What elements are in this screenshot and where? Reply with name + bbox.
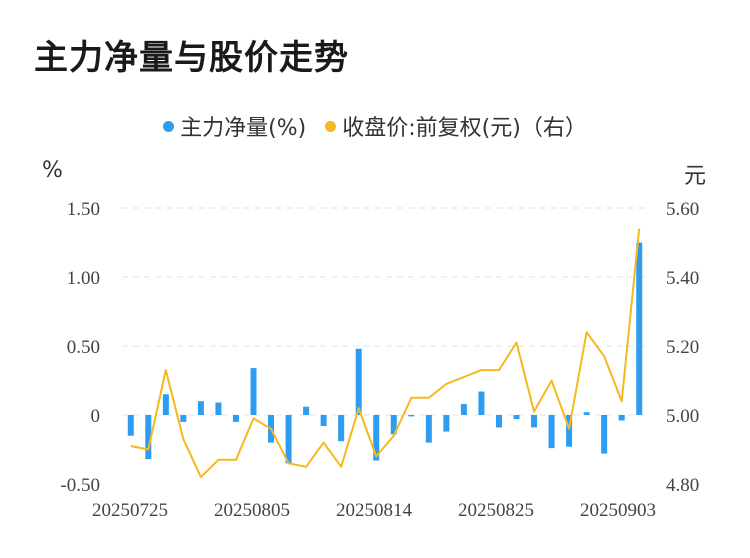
bar[interactable] — [373, 415, 380, 461]
left-tick-label: 1.50 — [67, 199, 100, 220]
bar[interactable] — [320, 415, 327, 427]
bar[interactable] — [531, 415, 538, 428]
legend: 主力净量(%) 收盘价:前复权(元)（右） — [0, 110, 750, 142]
legend-label-net-volume: 主力净量(%) — [180, 116, 307, 141]
grid-lines — [122, 207, 648, 416]
price-line-series — [130, 228, 641, 479]
bar[interactable] — [197, 401, 204, 415]
chart-title: 主力净量与股价走势 — [34, 38, 349, 78]
bar[interactable] — [127, 415, 134, 436]
x-tick-label: 20250725 — [92, 500, 168, 521]
bar[interactable] — [408, 415, 415, 417]
bar[interactable] — [548, 415, 555, 449]
bar[interactable] — [145, 415, 152, 460]
legend-item-net-volume[interactable]: 主力净量(%) — [163, 110, 306, 142]
right-tick-label: 5.40 — [666, 268, 699, 289]
price-line[interactable] — [130, 228, 641, 479]
right-tick-label: 5.00 — [666, 406, 699, 427]
bar[interactable] — [162, 394, 169, 415]
left-tick-label: 0.50 — [67, 337, 100, 358]
bar[interactable] — [232, 415, 239, 422]
bar-series — [127, 242, 643, 464]
x-tick-label: 20250805 — [214, 500, 290, 521]
bar[interactable] — [425, 415, 432, 443]
left-tick-label: 0 — [91, 406, 101, 427]
bar[interactable] — [601, 415, 608, 454]
right-y-axis: 5.60 5.40 5.20 5.00 4.80 — [666, 199, 699, 496]
bar[interactable] — [618, 415, 625, 421]
right-tick-label: 5.20 — [666, 337, 699, 358]
left-y-axis: 1.50 1.00 0.50 0 -0.50 — [60, 199, 100, 496]
right-axis-unit: 元 — [684, 164, 707, 189]
left-tick-label: 1.00 — [67, 268, 100, 289]
x-axis: 20250725 20250805 20250814 20250825 20250903 — [92, 500, 656, 521]
bar[interactable] — [478, 391, 485, 415]
bar[interactable] — [443, 415, 450, 432]
legend-label-close-price: 收盘价:前复权(元)（右） — [342, 116, 587, 141]
x-tick-label: 20250814 — [336, 500, 413, 521]
legend-dot-orange — [325, 120, 337, 132]
bar[interactable] — [250, 368, 257, 415]
left-axis-unit: % — [42, 158, 63, 183]
bar[interactable] — [460, 403, 467, 415]
left-tick-label: -0.50 — [60, 475, 100, 496]
bar[interactable] — [180, 415, 187, 422]
bar[interactable] — [566, 415, 573, 447]
bar[interactable] — [513, 415, 520, 420]
bar[interactable] — [636, 242, 643, 416]
right-tick-label: 5.60 — [666, 199, 699, 220]
x-tick-label: 20250903 — [580, 500, 656, 521]
bar[interactable] — [285, 415, 292, 464]
legend-dot-blue — [163, 120, 175, 132]
bar[interactable] — [215, 402, 222, 415]
bar[interactable] — [583, 412, 590, 415]
bar[interactable] — [390, 415, 397, 435]
bar[interactable] — [355, 348, 362, 415]
legend-item-close-price[interactable]: 收盘价:前复权(元)（右） — [325, 110, 587, 142]
bar[interactable] — [495, 415, 502, 428]
bar[interactable] — [338, 415, 345, 442]
x-tick-label: 20250825 — [458, 500, 534, 521]
right-tick-label: 4.80 — [666, 475, 699, 496]
bar[interactable] — [303, 406, 310, 415]
